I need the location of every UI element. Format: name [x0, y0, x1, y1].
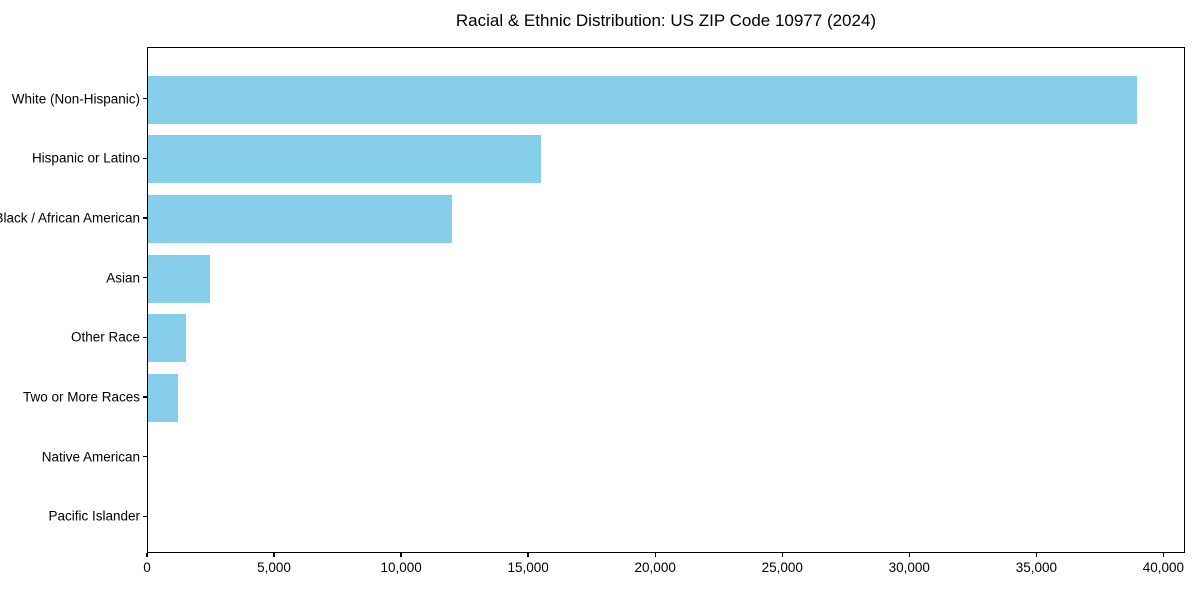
x-tick-mark [400, 553, 402, 557]
x-tick-label: 5,000 [257, 560, 291, 575]
x-tick-mark [146, 553, 148, 557]
x-tick-label: 35,000 [1015, 560, 1057, 575]
y-tick-label: Pacific Islander [48, 508, 140, 524]
bar-two-or-more-races [148, 374, 179, 422]
y-tick-label: Other Race [70, 329, 140, 345]
x-tick-label: 0 [143, 560, 151, 575]
x-tick-label: 15,000 [507, 560, 549, 575]
bar-hispanic-or-latino [148, 135, 542, 184]
bar-black-african-american [148, 194, 453, 243]
x-tick-mark [1162, 553, 1165, 557]
y-tick-mark [143, 97, 147, 100]
x-tick-label: 40,000 [1142, 560, 1185, 575]
y-tick-mark [143, 456, 147, 458]
y-tick-label: Native American [41, 449, 140, 465]
x-tick-label: 20,000 [634, 560, 676, 575]
bar-asian [148, 254, 211, 303]
x-tick-label: 25,000 [761, 560, 803, 575]
y-tick-label: Black / African American [0, 210, 140, 226]
y-tick-label: Asian [106, 270, 140, 286]
x-tick-mark [908, 553, 910, 557]
x-tick-label: 30,000 [888, 560, 930, 575]
x-tick-mark [654, 553, 656, 557]
x-tick-mark [527, 553, 529, 557]
y-tick-label: Two or More Races [22, 389, 140, 405]
y-tick-label: White (Non-Hispanic) [11, 91, 140, 106]
x-tick-mark [1035, 553, 1038, 557]
chart-title: Racial & Ethnic Distribution: US ZIP Cod… [455, 11, 877, 30]
y-tick-mark [143, 336, 147, 338]
bar-white-non-hispanic [148, 75, 1138, 124]
y-tick-mark [143, 515, 147, 518]
x-tick-label: 10,000 [380, 560, 422, 575]
y-tick-mark [143, 276, 147, 279]
x-tick-mark [781, 553, 783, 557]
y-tick-mark [143, 157, 147, 159]
bar-other-race [148, 314, 187, 363]
y-tick-mark [143, 396, 147, 398]
y-tick-label: Hispanic or Latino [31, 150, 140, 166]
plot-area [147, 47, 1185, 553]
y-tick-mark [143, 217, 147, 219]
x-tick-mark [273, 553, 275, 557]
